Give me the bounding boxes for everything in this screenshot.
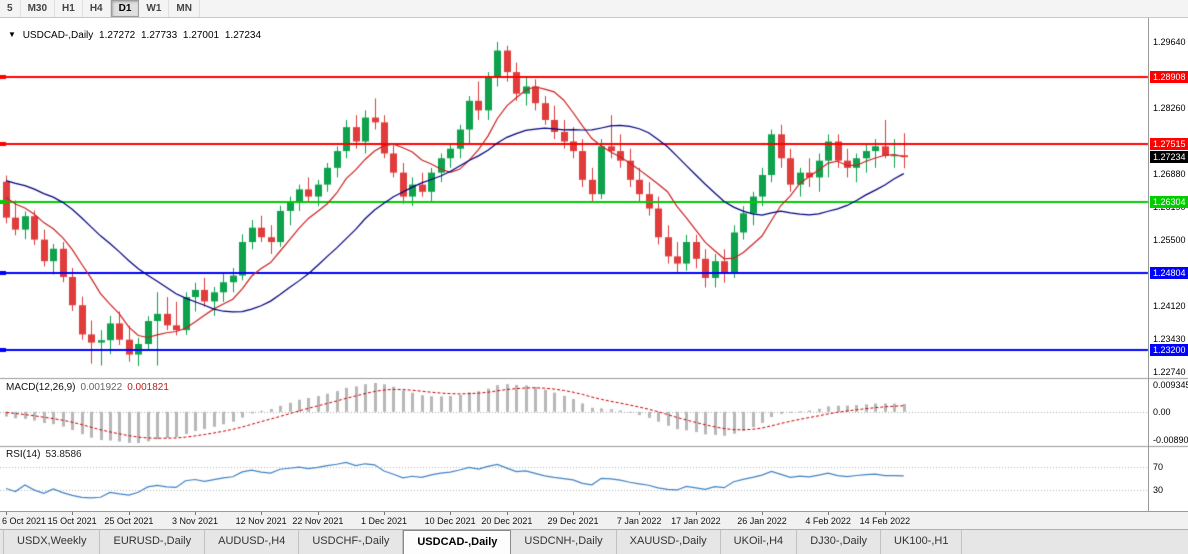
- chart-tab-usdcnh-daily[interactable]: USDCNH-,Daily: [511, 530, 617, 554]
- hline-price-badge: 1.28908: [1150, 70, 1188, 83]
- macd-main-value: 0.001922: [80, 382, 123, 393]
- rsi-value: 53.8586: [45, 449, 82, 460]
- date-axis-label: 22 Nov 2021: [292, 516, 344, 526]
- chart-tab-usdcad-daily[interactable]: USDCAD-,Daily: [403, 530, 512, 554]
- price-axis[interactable]: 1.296401.282601.268801.261901.255001.241…: [1148, 18, 1188, 511]
- date-tick-mark: [507, 512, 508, 515]
- date-axis-label: 29 Dec 2021: [547, 516, 599, 526]
- chart-tab-usdx-weekly[interactable]: USDX,Weekly: [3, 530, 101, 554]
- date-axis-label: 12 Nov 2021: [235, 516, 287, 526]
- rsi-indicator-label: RSI(14) 53.8586: [6, 449, 82, 460]
- date-tick-mark: [762, 512, 763, 515]
- price-axis-label: 1.28260: [1153, 103, 1186, 113]
- chart-symbol-period: USDCAD-,Daily: [22, 30, 94, 41]
- hline-price-badge: 1.26304: [1150, 195, 1188, 208]
- price-axis-label: 1.23430: [1153, 334, 1186, 345]
- chart-tab-uk100-h1[interactable]: UK100-,H1: [881, 530, 963, 554]
- date-axis-label: 17 Jan 2022: [671, 516, 721, 526]
- date-tick-mark: [384, 512, 385, 515]
- date-axis-label: 26 Jan 2022: [737, 516, 787, 526]
- date-tick-mark: [885, 512, 886, 515]
- ohlc-low: 1.27001: [182, 30, 220, 41]
- macd-axis-zero-label: 0.00: [1153, 406, 1171, 417]
- chart-tabbar: USDX,Weekly EURUSD-,Daily AUDUSD-,H4 USDCHF…: [0, 529, 1188, 554]
- timeframe-button-5[interactable]: 5: [0, 0, 21, 17]
- ohlc-open: 1.27272: [99, 30, 136, 41]
- date-axis-label: 4 Feb 2022: [805, 516, 851, 526]
- date-axis-label: 6 Oct 2021: [2, 516, 47, 526]
- timeframe-button-h4[interactable]: H4: [83, 0, 111, 17]
- chart-tab-ukoil-h4[interactable]: UKOil-,H4: [721, 530, 798, 554]
- date-axis-label: 14 Feb 2022: [859, 516, 911, 526]
- date-tick-mark: [450, 512, 451, 515]
- price-axis-label: 1.25500: [1153, 235, 1186, 246]
- chart-ohlc-info: ▼ USDCAD-,Daily 1.27272 1.27733 1.27001 …: [8, 30, 264, 41]
- date-axis-label: 10 Dec 2021: [424, 516, 476, 526]
- date-axis-label: 7 Jan 2022: [616, 516, 662, 526]
- chart-tab-dj30-daily[interactable]: DJ30-,Daily: [797, 530, 882, 554]
- chart-tab-usdchf-daily[interactable]: USDCHF-,Daily: [299, 530, 404, 554]
- date-axis-label: 1 Dec 2021: [360, 516, 408, 526]
- collapse-chart-icon[interactable]: ▼: [8, 30, 16, 39]
- macd-axis-min-label: -0.008905: [1153, 435, 1188, 445]
- date-tick-mark: [72, 512, 73, 515]
- chart-tab-eurusd-daily[interactable]: EURUSD-,Daily: [100, 530, 206, 554]
- date-tick-mark: [573, 512, 574, 515]
- date-axis-label: 3 Nov 2021: [171, 516, 219, 526]
- macd-signal-value: 0.001821: [127, 382, 169, 393]
- date-tick-mark: [828, 512, 829, 515]
- macd-name: MACD(12,26,9): [6, 382, 76, 393]
- hline-price-badge: 1.27515: [1150, 137, 1188, 150]
- timeframe-button-d1[interactable]: D1: [110, 0, 140, 17]
- price-chart-canvas[interactable]: [0, 18, 1188, 511]
- date-axis-label: 25 Oct 2021: [104, 516, 154, 526]
- date-axis-label: 20 Dec 2021: [481, 516, 533, 526]
- date-tick-mark: [6, 512, 7, 515]
- date-tick-mark: [261, 512, 262, 515]
- price-axis-label: 1.29640: [1153, 36, 1186, 47]
- price-axis-label: 1.26880: [1153, 169, 1186, 180]
- timeframe-button-w1[interactable]: W1: [139, 0, 170, 17]
- hline-price-badge: 1.23200: [1150, 344, 1188, 357]
- macd-axis-max-label: 0.009345: [1153, 380, 1188, 390]
- date-tick-mark: [639, 512, 640, 515]
- date-axis-label: 15 Oct 2021: [47, 516, 97, 526]
- timeframe-button-h1[interactable]: H1: [55, 0, 83, 17]
- ohlc-high: 1.27733: [140, 30, 178, 41]
- time-axis[interactable]: 6 Oct 2021 15 Oct 2021 25 Oct 2021 3 Nov 20…: [0, 511, 1188, 529]
- date-tick-mark: [129, 512, 130, 515]
- chart-area: ▼ USDCAD-,Daily 1.27272 1.27733 1.27001 …: [0, 18, 1188, 511]
- current-price-badge: 1.27234: [1150, 151, 1188, 164]
- timeframe-toolbar: 5 M30 H1 H4 D1 W1 MN: [0, 0, 1188, 18]
- date-tick-mark: [195, 512, 196, 515]
- date-tick-mark: [318, 512, 319, 515]
- ohlc-close: 1.27234: [224, 30, 262, 41]
- date-tick-mark: [696, 512, 697, 515]
- price-axis-label: 1.22740: [1153, 367, 1186, 378]
- hline-price-badge: 1.24804: [1150, 267, 1188, 280]
- macd-indicator-label: MACD(12,26,9) 0.001922 0.001821: [6, 382, 169, 393]
- rsi-name: RSI(14): [6, 449, 41, 460]
- timeframe-button-mn[interactable]: MN: [169, 0, 200, 17]
- chart-tab-xauusd-daily[interactable]: XAUUSD-,Daily: [617, 530, 721, 554]
- price-axis-label: 1.24120: [1153, 301, 1186, 312]
- rsi-axis-level-label: 30: [1153, 485, 1164, 496]
- chart-tab-audusd-h4[interactable]: AUDUSD-,H4: [205, 530, 300, 554]
- timeframe-button-m30[interactable]: M30: [21, 0, 56, 17]
- rsi-axis-level-label: 70: [1153, 461, 1164, 472]
